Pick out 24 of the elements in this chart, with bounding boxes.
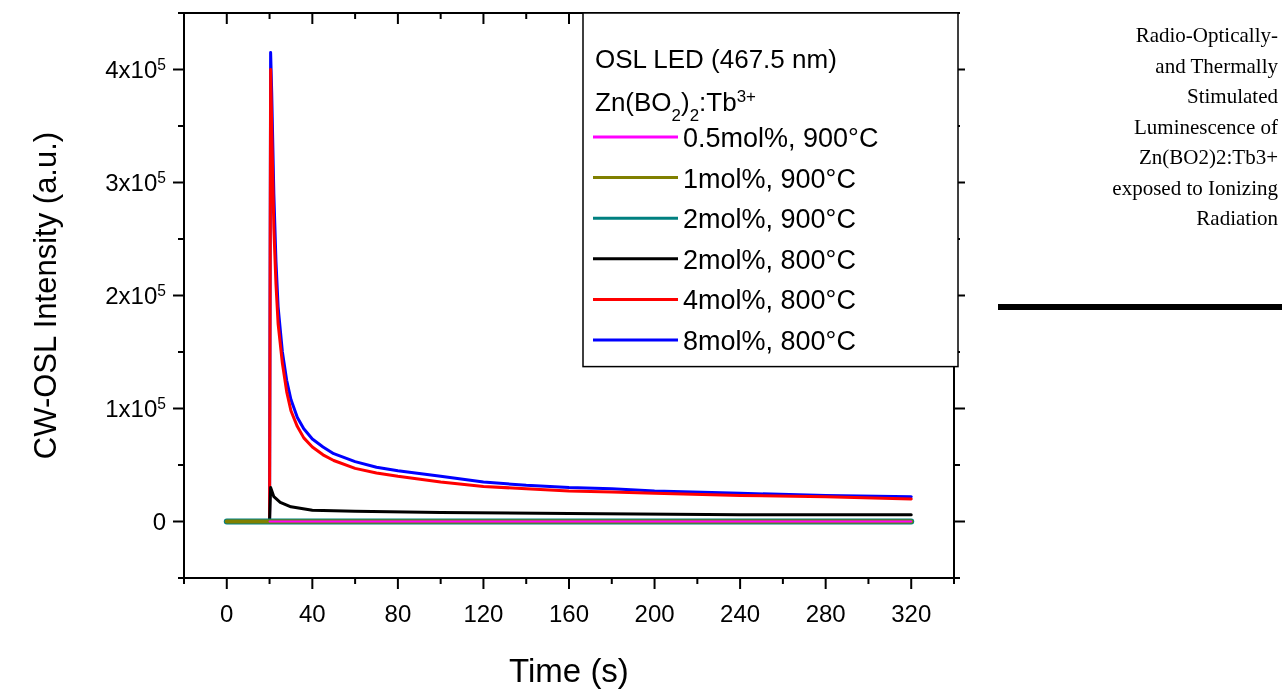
x-tick-label: 160 [548, 600, 590, 627]
y-tick-label: 0 [152, 507, 166, 535]
legend-title: OSL LED (467.5 nm) Zn(BO$_{2}$)$_{2}$:Tb$^{3+}$ [595, 44, 837, 125]
y-axis-title: CW-OSL Intensity (a.u.) [28, 131, 63, 460]
x-tick-label: 200 [634, 600, 675, 627]
y-tick-label: 4x10$^{5}$ [105, 55, 167, 83]
y-tick-label: 1x10$^{5}$ [105, 394, 167, 422]
legend-label: 2mol%, 900°C [683, 204, 856, 235]
y-tick-label: 2x10$^{5}$ [105, 281, 167, 309]
legend-label: 2mol%, 800°C [683, 244, 856, 275]
x-axis-title: Time (s) [509, 652, 629, 689]
x-tick-label: 320 [891, 600, 932, 627]
x-tick-label: 40 [298, 600, 326, 627]
text: Radio-Optically- and Thermally Stimulated Luminescence of Zn(BO2)2:Tb3+ exposed to Ionizing Radiation [1112, 23, 1279, 230]
x-tick-label: 0 [220, 600, 234, 627]
legend-label: 4mol%, 800°C [683, 285, 856, 316]
legend-label: 8mol%, 800°C [683, 326, 856, 356]
x-tick-label: 280 [805, 600, 846, 627]
x-tick-label: 240 [720, 600, 761, 627]
legend-label: 1mol%, 900°C [683, 163, 856, 194]
x-tick-label: 80 [384, 600, 412, 627]
x-tick-label: 120 [463, 600, 504, 627]
legend-label: 0.5mol%, 900°C [683, 123, 879, 153]
y-tick-label: 3x10$^{5}$ [105, 168, 167, 196]
